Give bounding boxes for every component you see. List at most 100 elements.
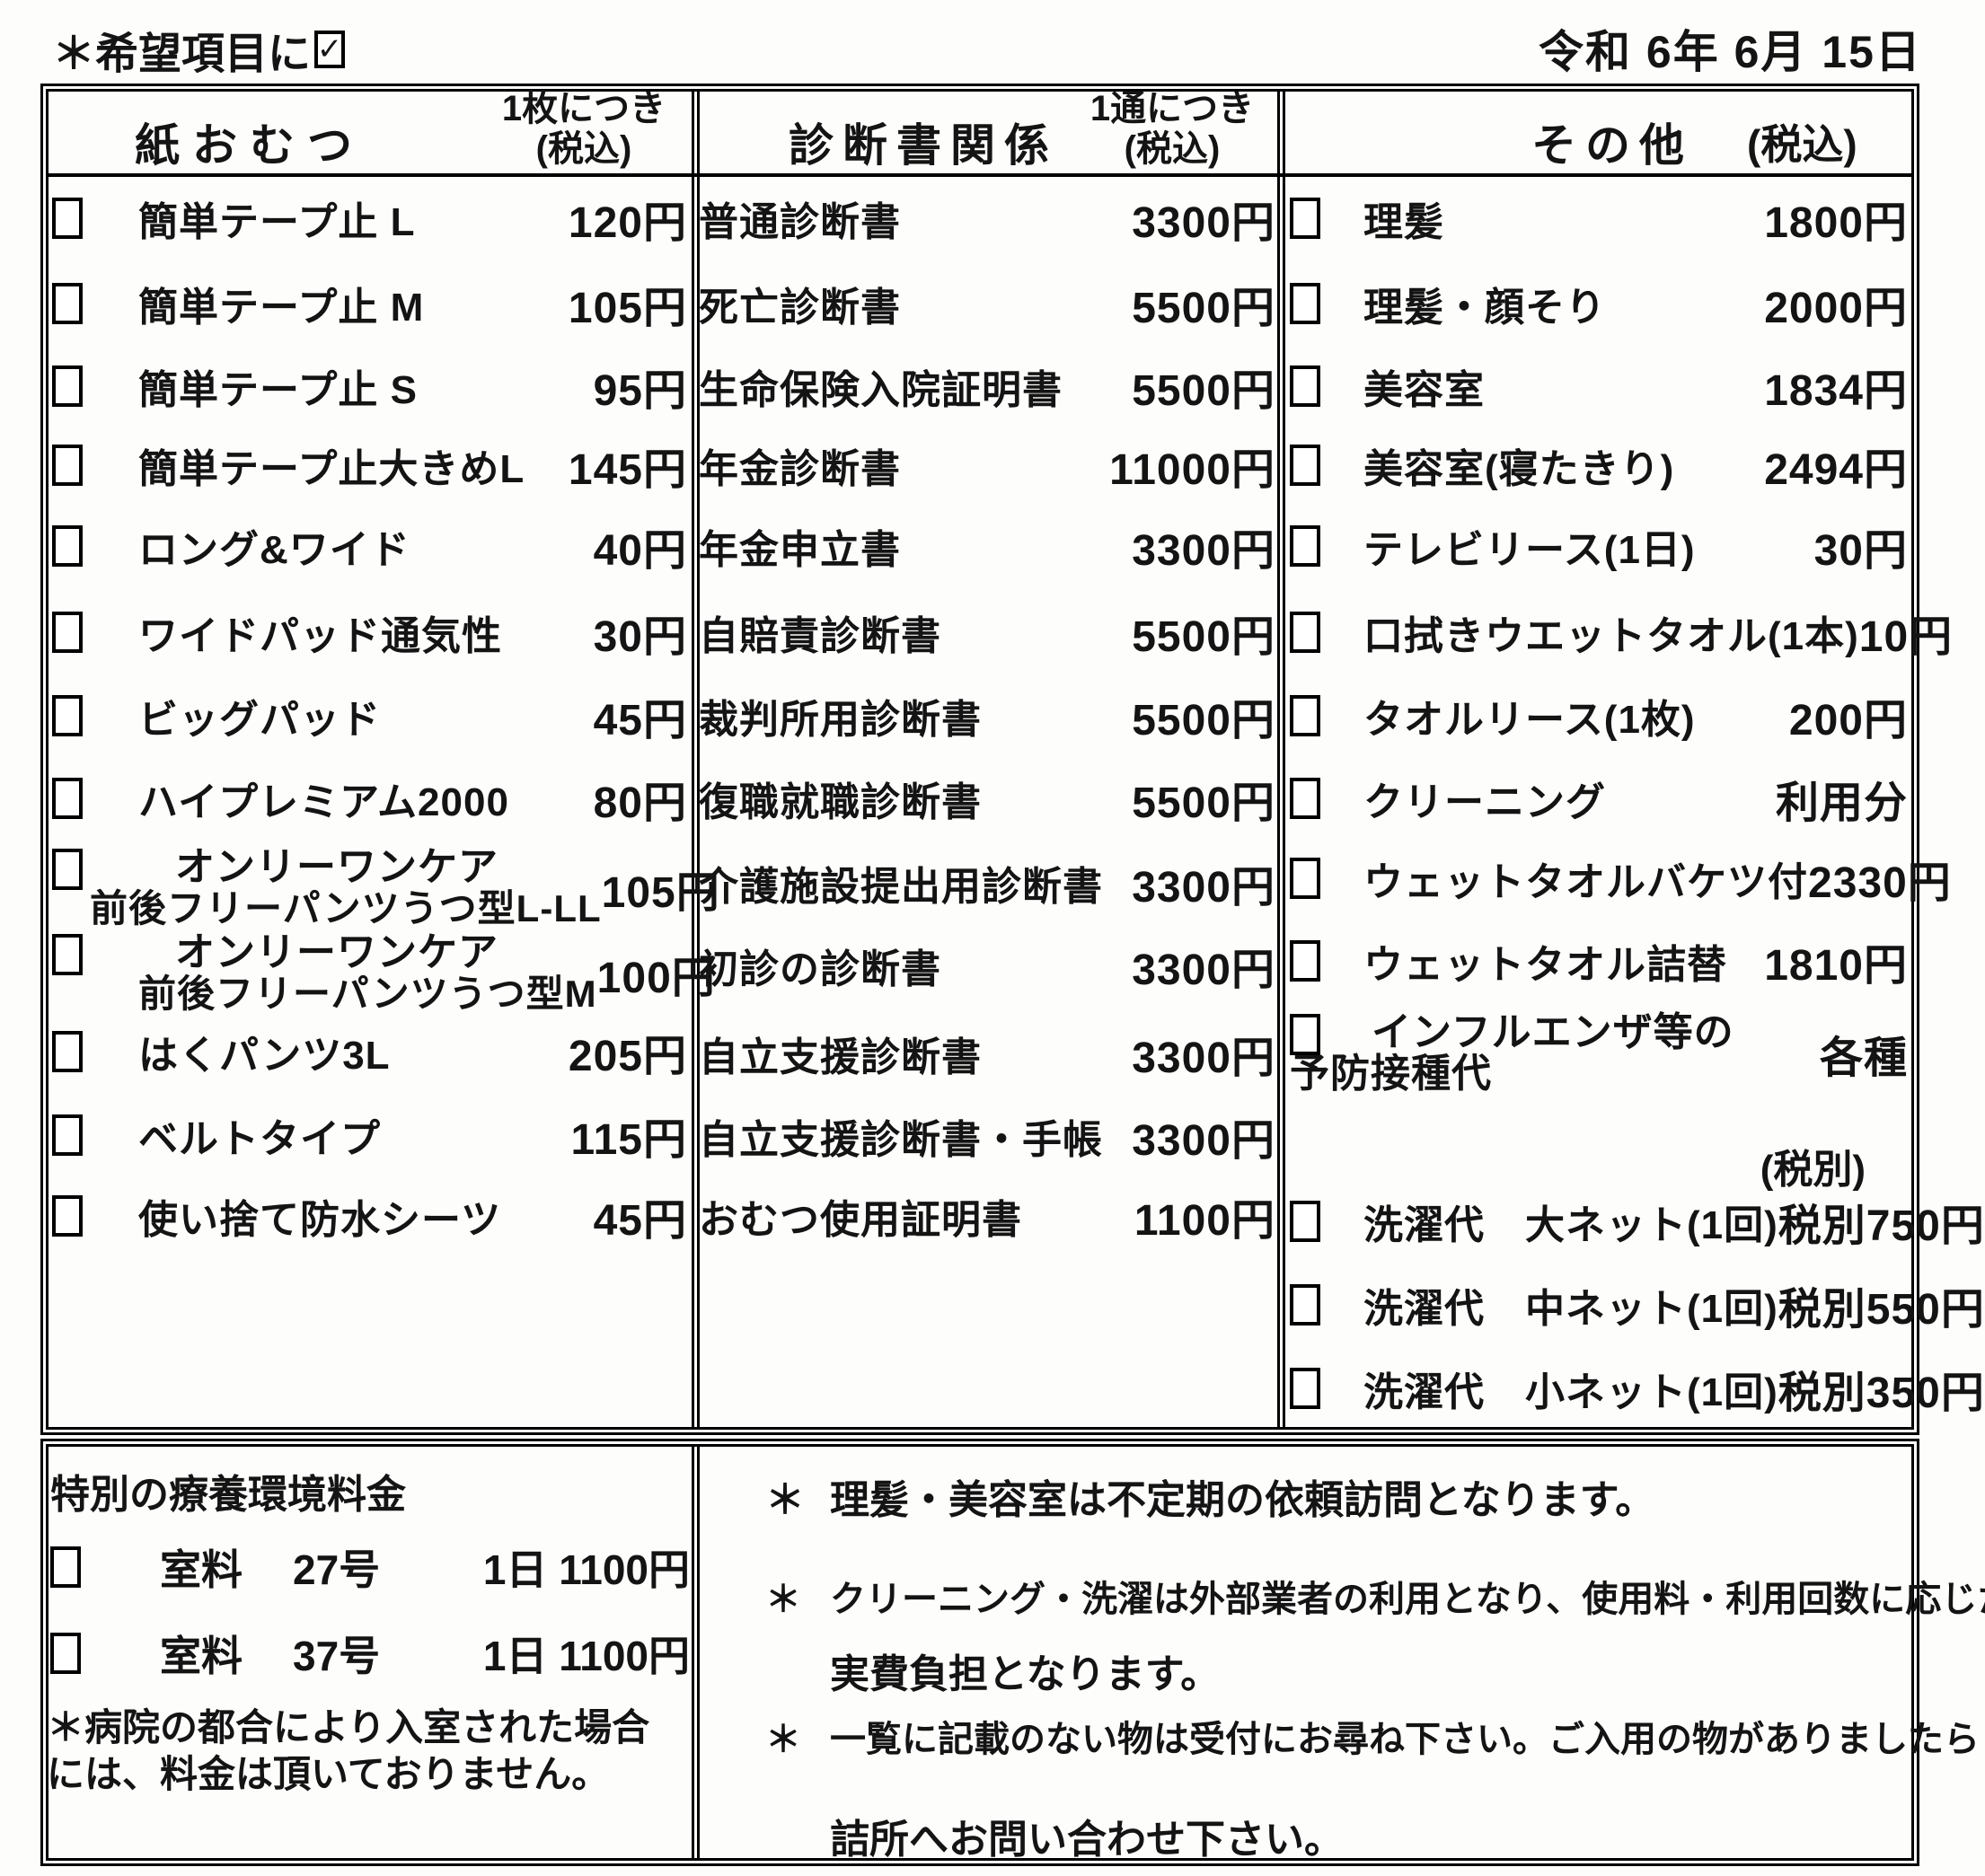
bottom-divider xyxy=(692,1447,700,1858)
item-label-line2: 前後フリーパンツうつ型L-LL xyxy=(90,887,602,929)
item-checkbox[interactable] xyxy=(52,695,83,736)
item-row: 美容室 1834円 xyxy=(1290,361,1908,415)
top-instruction: ＊希望項目に ✓ xyxy=(52,18,346,81)
item-checkbox[interactable] xyxy=(52,525,83,567)
item-row: ビッグパッド 45円 xyxy=(52,691,687,744)
item-checkbox[interactable] xyxy=(1290,612,1320,653)
checked-checkbox-icon: ✓ xyxy=(314,31,346,68)
item-price: 80円 xyxy=(593,779,687,827)
item-checkbox[interactable] xyxy=(52,1195,83,1237)
room-number: 27号 xyxy=(293,1546,381,1593)
item-checkbox[interactable] xyxy=(52,849,83,890)
item-label: ベルトタイプ xyxy=(138,1117,381,1161)
item-checkbox[interactable] xyxy=(52,1031,83,1072)
item-price: 3300円 xyxy=(1132,1117,1275,1165)
item-label: 自立支援診断書・手帳 xyxy=(699,1118,1103,1162)
item-label: おむつ使用証明書 xyxy=(699,1198,1022,1242)
item-checkbox[interactable] xyxy=(52,934,83,975)
item-checkbox[interactable] xyxy=(1290,858,1320,899)
item-price: 30円 xyxy=(593,613,687,661)
item-price: 11000円 xyxy=(1109,446,1275,494)
asterisk-icon: ＊ xyxy=(765,1720,801,1759)
item-row: 裁判所用診断書 5500円 xyxy=(699,691,1275,744)
item-price: 45円 xyxy=(593,1197,687,1245)
item-price: 105円 xyxy=(601,869,720,917)
column2-unit-line1: 1通につき xyxy=(1090,89,1255,128)
item-checkbox[interactable] xyxy=(1290,695,1320,736)
item-checkbox[interactable] xyxy=(1290,1201,1320,1242)
top-instruction-text: ＊希望項目に xyxy=(52,31,312,78)
item-row: オンリーワンケア 前後フリーパンツうつ型L-LL 105円 xyxy=(52,845,719,931)
item-price: 3300円 xyxy=(1132,527,1275,575)
item-checkbox[interactable] xyxy=(1290,940,1320,982)
item-price: 5500円 xyxy=(1132,779,1275,827)
item-checkbox[interactable] xyxy=(52,612,83,653)
item-row: ベルトタイプ 115円 xyxy=(52,1110,687,1164)
item-checkbox[interactable] xyxy=(1290,198,1320,239)
item-row: 簡単テープ止 S 95円 xyxy=(52,361,687,415)
item-price: 40円 xyxy=(593,527,687,575)
item-label: ワイドパッド通気性 xyxy=(138,614,502,658)
item-label: オンリーワンケア xyxy=(175,845,498,889)
item-checkbox[interactable] xyxy=(1290,445,1320,486)
item-label: 口拭きウエットタオル(1本) xyxy=(1363,614,1859,658)
column3-tax-label: (税込) xyxy=(1747,121,1857,168)
item-checkbox[interactable] xyxy=(52,778,83,819)
item-price: 120円 xyxy=(568,199,687,247)
note-text: クリーニング・洗濯は外部業者の利用となり、使用料・利用回数に応じた xyxy=(830,1580,1985,1619)
room-label: 室料 xyxy=(160,1546,243,1593)
item-price: 3300円 xyxy=(1132,1035,1275,1082)
room-row: 室料 37号 1日 1100円 xyxy=(50,1628,690,1679)
item-label: 簡単テープ止 S xyxy=(138,368,418,412)
item-label: ロング&ワイド xyxy=(138,528,410,572)
item-checkbox[interactable] xyxy=(52,198,83,239)
item-price: 5500円 xyxy=(1132,285,1275,332)
item-checkbox[interactable] xyxy=(50,1546,81,1588)
item-label: タオルリース(1枚) xyxy=(1363,698,1696,742)
item-label: 洗濯代 大ネット(1回) xyxy=(1363,1203,1778,1247)
item-label: 美容室 xyxy=(1363,368,1485,412)
item-checkbox[interactable] xyxy=(52,283,83,324)
note-row: 実費負担となります。 xyxy=(765,1642,1220,1699)
item-row: 洗濯代 大ネット(1回) 税別750円 xyxy=(1290,1196,1984,1250)
item-checkbox[interactable] xyxy=(1290,1014,1320,1055)
item-row: 死亡診断書 5500円 xyxy=(699,278,1275,332)
room-fee-title: 特別の療養環境料金 xyxy=(50,1473,406,1517)
item-label: 介護施設提出用診断書 xyxy=(699,865,1103,909)
item-row: オンリーワンケア 前後フリーパンツうつ型M 100円 xyxy=(52,930,715,1017)
item-checkbox[interactable] xyxy=(1290,283,1320,324)
item-label: 死亡診断書 xyxy=(699,286,901,330)
item-row: 自賠責診断書 5500円 xyxy=(699,607,1275,661)
item-checkbox[interactable] xyxy=(1290,1368,1320,1409)
room-number: 37号 xyxy=(293,1633,381,1679)
item-label: オンリーワンケア xyxy=(175,930,498,974)
item-label: ウェットタオルバケツ付 xyxy=(1363,860,1808,904)
item-row: ウェットタオルバケツ付 2330円 xyxy=(1290,853,1951,907)
note-row: ＊ 理髪・美容室は不定期の依頼訪問となります。 xyxy=(765,1467,1654,1525)
column3-title: その他 xyxy=(1531,120,1693,171)
item-checkbox[interactable] xyxy=(1290,1284,1320,1326)
item-label: 自立支援診断書 xyxy=(699,1035,982,1079)
main-table-frame xyxy=(40,84,1919,1435)
item-price: 5500円 xyxy=(1132,697,1275,744)
item-label: 簡単テープ止 M xyxy=(138,286,425,330)
item-checkbox[interactable] xyxy=(52,445,83,486)
item-row: ウェットタオル詰替 1810円 xyxy=(1290,936,1908,990)
item-row: おむつ使用証明書 1100円 xyxy=(699,1191,1275,1245)
item-price: 3300円 xyxy=(1132,199,1275,247)
item-label: インフルエンザ等の xyxy=(1372,1010,1734,1054)
note-text: 実費負担となります。 xyxy=(830,1652,1221,1696)
item-checkbox[interactable] xyxy=(50,1633,81,1674)
item-label: 生命保険入院証明書 xyxy=(699,368,1063,412)
item-label-line2: 予防接種代 xyxy=(1290,1052,1492,1096)
item-checkbox[interactable] xyxy=(52,366,83,407)
item-checkbox[interactable] xyxy=(1290,525,1320,567)
item-price: 税別750円 xyxy=(1778,1202,1985,1250)
item-checkbox[interactable] xyxy=(1290,366,1320,407)
item-checkbox[interactable] xyxy=(1290,778,1320,819)
column-divider-1 xyxy=(692,92,700,1428)
item-checkbox[interactable] xyxy=(52,1114,83,1156)
column-divider-2 xyxy=(1277,92,1285,1428)
item-price: 各種 xyxy=(1819,1035,1908,1082)
